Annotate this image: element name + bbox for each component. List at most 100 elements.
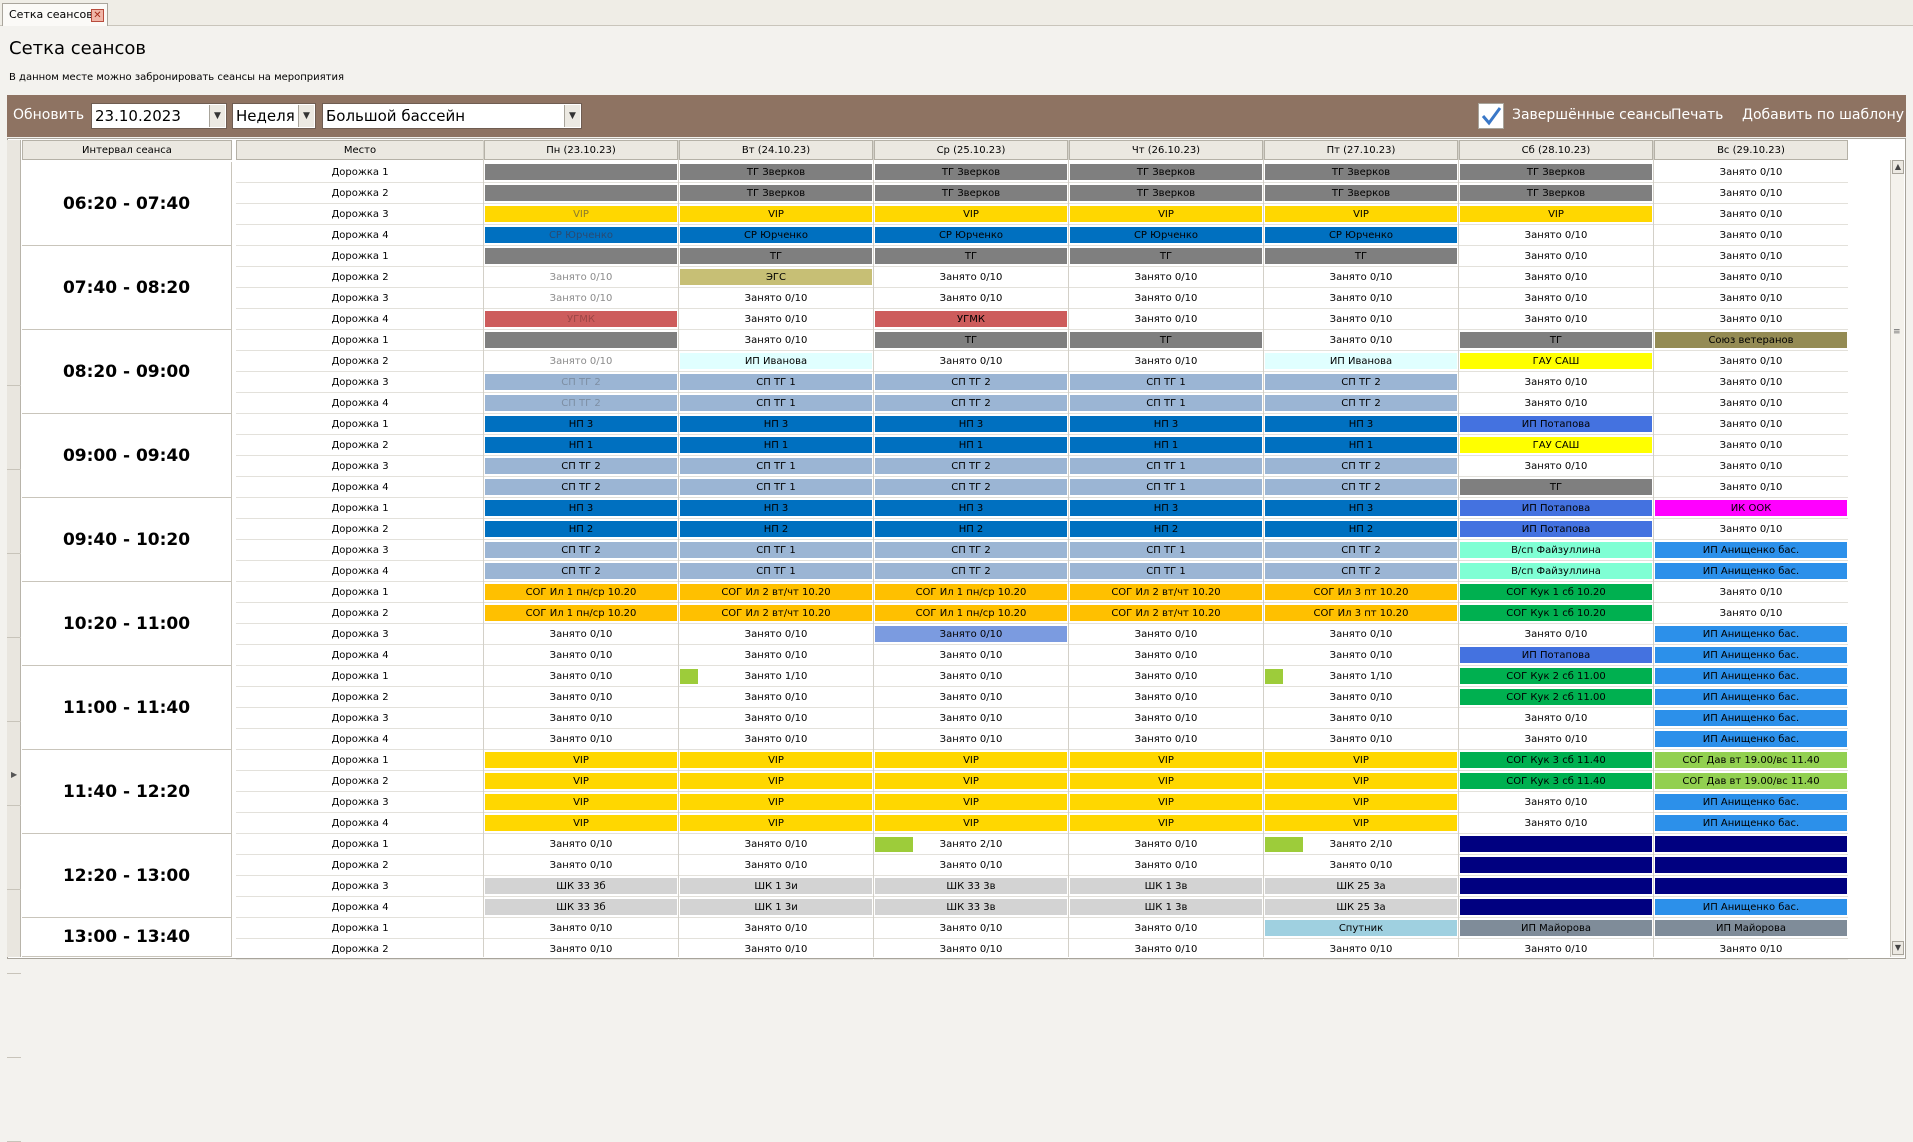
session-cell[interactable] <box>1459 876 1653 897</box>
session-cell[interactable]: ТГ Зверков <box>1264 162 1458 183</box>
session-cell[interactable]: В/сп Файзуллина <box>1459 561 1653 582</box>
session-cell[interactable]: СП ТГ 2 <box>484 477 678 498</box>
session-cell[interactable]: Занято 0/10 <box>1459 729 1653 750</box>
session-cell[interactable]: Занято 0/10 <box>1264 330 1458 351</box>
session-cell[interactable] <box>1459 855 1653 876</box>
session-cell[interactable]: Занято 0/10 <box>1459 624 1653 645</box>
session-cell[interactable]: Занято 0/10 <box>1459 813 1653 834</box>
session-cell[interactable]: Занято 0/10 <box>874 288 1068 309</box>
session-cell[interactable] <box>1654 855 1848 876</box>
session-cell[interactable]: VIP <box>1069 750 1263 771</box>
session-cell[interactable]: Занято 0/10 <box>484 729 678 750</box>
add-by-template-button[interactable]: Добавить по шаблону <box>1742 107 1905 123</box>
session-cell[interactable]: Занято 0/10 <box>679 288 873 309</box>
session-cell[interactable]: СП ТГ 1 <box>679 393 873 414</box>
session-cell[interactable]: VIP <box>1264 750 1458 771</box>
session-cell[interactable]: Занято 0/10 <box>874 729 1068 750</box>
session-cell[interactable]: Занято 0/10 <box>679 834 873 855</box>
session-cell[interactable]: VIP <box>679 792 873 813</box>
session-cell[interactable]: Занято 0/10 <box>1654 162 1848 183</box>
session-cell[interactable]: НП 2 <box>1069 519 1263 540</box>
session-cell[interactable]: ИП Потапова <box>1459 498 1653 519</box>
session-cell[interactable] <box>484 330 678 351</box>
session-cell[interactable]: СП ТГ 2 <box>874 393 1068 414</box>
session-cell[interactable]: СОГ Кук 3 сб 11.40 <box>1459 771 1653 792</box>
session-cell[interactable]: СП ТГ 1 <box>679 477 873 498</box>
session-cell[interactable]: Занято 0/10 <box>484 687 678 708</box>
session-cell[interactable]: Занято 0/10 <box>1654 477 1848 498</box>
session-cell[interactable]: VIP <box>484 750 678 771</box>
session-cell[interactable]: НП 2 <box>679 519 873 540</box>
session-cell[interactable]: Занято 0/10 <box>484 624 678 645</box>
session-cell[interactable]: Занято 0/10 <box>679 309 873 330</box>
session-cell[interactable]: Занято 0/10 <box>679 645 873 666</box>
session-cell[interactable]: Занято 2/10 <box>874 834 1068 855</box>
session-cell[interactable]: Занято 0/10 <box>874 939 1068 960</box>
session-cell[interactable] <box>1654 834 1848 855</box>
session-cell[interactable]: Занято 0/10 <box>874 708 1068 729</box>
session-cell[interactable]: ТГ Зверков <box>874 162 1068 183</box>
session-cell[interactable]: СОГ Ил 3 пт 10.20 <box>1264 582 1458 603</box>
session-cell[interactable]: Занято 0/10 <box>484 918 678 939</box>
session-cell[interactable]: ИП Иванова <box>679 351 873 372</box>
session-cell[interactable]: СП ТГ 1 <box>1069 561 1263 582</box>
session-cell[interactable]: Занято 0/10 <box>1264 288 1458 309</box>
session-cell[interactable]: ТГ Зверков <box>1069 162 1263 183</box>
session-cell[interactable]: СП ТГ 2 <box>484 372 678 393</box>
session-cell[interactable]: Занято 0/10 <box>874 645 1068 666</box>
chevron-down-icon[interactable]: ▼ <box>564 105 580 127</box>
session-cell[interactable]: ШК 1 3и <box>679 897 873 918</box>
session-cell[interactable]: Занято 0/10 <box>1459 456 1653 477</box>
session-cell[interactable]: НП 1 <box>679 435 873 456</box>
refresh-button[interactable]: Обновить <box>13 107 85 123</box>
date-picker[interactable]: 23.10.2023 ▼ <box>91 103 227 129</box>
session-cell[interactable]: Занято 0/10 <box>1264 729 1458 750</box>
session-cell[interactable]: Занято 0/10 <box>1459 246 1653 267</box>
session-cell[interactable]: Занято 0/10 <box>1654 939 1848 960</box>
session-cell[interactable]: Союз ветеранов <box>1654 330 1848 351</box>
session-cell[interactable]: Занято 0/10 <box>1654 351 1848 372</box>
session-cell[interactable]: ТГ <box>874 330 1068 351</box>
session-cell[interactable]: СП ТГ 2 <box>874 372 1068 393</box>
session-cell[interactable]: ИП Анищенко бас. <box>1654 540 1848 561</box>
session-cell[interactable]: СОГ Кук 1 сб 10.20 <box>1459 603 1653 624</box>
session-cell[interactable]: ШК 33 3в <box>874 876 1068 897</box>
session-cell[interactable]: Занято 0/10 <box>1654 267 1848 288</box>
session-cell[interactable]: Занято 0/10 <box>1069 939 1263 960</box>
session-cell[interactable]: ТГ <box>1069 246 1263 267</box>
session-cell[interactable]: Занято 0/10 <box>1069 834 1263 855</box>
scroll-down-icon[interactable]: ▼ <box>1892 941 1904 955</box>
session-cell[interactable]: VIP <box>679 204 873 225</box>
session-cell[interactable]: Занято 0/10 <box>1069 645 1263 666</box>
session-cell[interactable]: Занято 0/10 <box>1459 939 1653 960</box>
chevron-down-icon[interactable]: ▼ <box>298 105 314 127</box>
session-cell[interactable]: VIP <box>1264 813 1458 834</box>
session-cell[interactable]: ИП Анищенко бас. <box>1654 792 1848 813</box>
session-cell[interactable]: Занято 0/10 <box>1654 519 1848 540</box>
session-cell[interactable]: НП 1 <box>1069 435 1263 456</box>
session-cell[interactable]: СОГ Ил 1 пн/ср 10.20 <box>484 603 678 624</box>
session-cell[interactable]: Занято 0/10 <box>1459 288 1653 309</box>
session-cell[interactable]: ТГ Зверков <box>874 183 1068 204</box>
session-cell[interactable]: СОГ Дав вт 19.00/вс 11.40 <box>1654 771 1848 792</box>
session-cell[interactable]: Занято 0/10 <box>679 330 873 351</box>
session-cell[interactable]: VIP <box>1069 204 1263 225</box>
session-cell[interactable]: СОГ Ил 2 вт/чт 10.20 <box>1069 582 1263 603</box>
session-cell[interactable]: ШК 1 3и <box>679 876 873 897</box>
session-cell[interactable] <box>484 246 678 267</box>
session-cell[interactable]: СП ТГ 2 <box>874 561 1068 582</box>
session-cell[interactable]: НП 2 <box>874 519 1068 540</box>
chevron-down-icon[interactable]: ▼ <box>209 105 225 127</box>
session-cell[interactable]: ТГ Зверков <box>1459 183 1653 204</box>
session-cell[interactable]: СП ТГ 2 <box>874 540 1068 561</box>
session-cell[interactable]: Занято 0/10 <box>484 267 678 288</box>
day-header[interactable]: Вт (24.10.23) <box>679 140 873 160</box>
session-cell[interactable]: Занято 0/10 <box>1069 666 1263 687</box>
session-cell[interactable]: VIP <box>874 750 1068 771</box>
session-cell[interactable]: Занято 0/10 <box>484 708 678 729</box>
session-cell[interactable]: ИП Иванова <box>1264 351 1458 372</box>
session-cell[interactable]: VIP <box>484 792 678 813</box>
session-cell[interactable]: Занято 0/10 <box>1264 309 1458 330</box>
session-cell[interactable]: СП ТГ 2 <box>1264 372 1458 393</box>
session-cell[interactable]: ТГ Зверков <box>1264 183 1458 204</box>
